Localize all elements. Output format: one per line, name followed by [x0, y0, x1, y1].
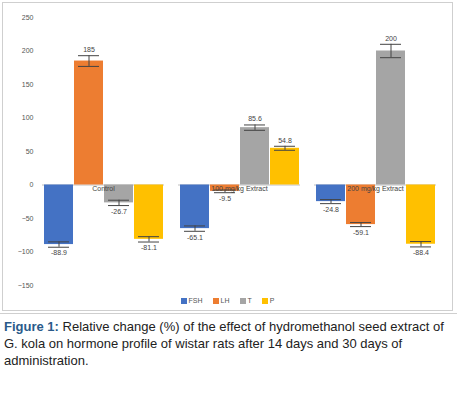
svg-text:50: 50 [26, 148, 34, 155]
svg-text:100: 100 [22, 114, 34, 121]
svg-text:200 mg/kg Extract: 200 mg/kg Extract [347, 185, 403, 193]
html-text:FSH: FSH [188, 297, 203, 304]
svg-text:0: 0 [30, 181, 34, 188]
svg-text:−100: −100 [18, 248, 34, 255]
svg-text:85.6: 85.6 [248, 115, 262, 122]
svg-text:185: 185 [83, 46, 95, 53]
svg-text:−150: −150 [18, 282, 34, 289]
svg-text:150: 150 [22, 81, 34, 88]
svg-text:-26.7: -26.7 [111, 208, 127, 215]
svg-text:-24.8: -24.8 [323, 206, 339, 213]
svg-text:250: 250 [22, 14, 34, 21]
svg-text:-81.1: -81.1 [141, 244, 157, 251]
svg-text:-88.9: -88.9 [51, 249, 67, 256]
svg-text:-9.5: -9.5 [219, 195, 231, 202]
svg-text:−50: −50 [22, 215, 34, 222]
svg-text:-88.4: -88.4 [413, 249, 429, 256]
html-text:LH: LH [220, 297, 230, 304]
svg-text:-65.1: -65.1 [187, 234, 203, 241]
svg-text:100 mg/kg Extract: 100 mg/kg Extract [211, 185, 267, 193]
html-text:P: P [269, 297, 275, 304]
svg-text:200: 200 [22, 47, 34, 54]
html-text:T: T [247, 297, 252, 304]
svg-text:Control: Control [92, 185, 115, 192]
svg-text:200: 200 [385, 35, 397, 42]
svg-text:-59.1: -59.1 [353, 229, 369, 236]
html-text:Figure 1: Relative change (%): Figure 1: Relative change (%) of the eff… [4, 319, 444, 369]
svg-text:54.8: 54.8 [278, 137, 292, 144]
